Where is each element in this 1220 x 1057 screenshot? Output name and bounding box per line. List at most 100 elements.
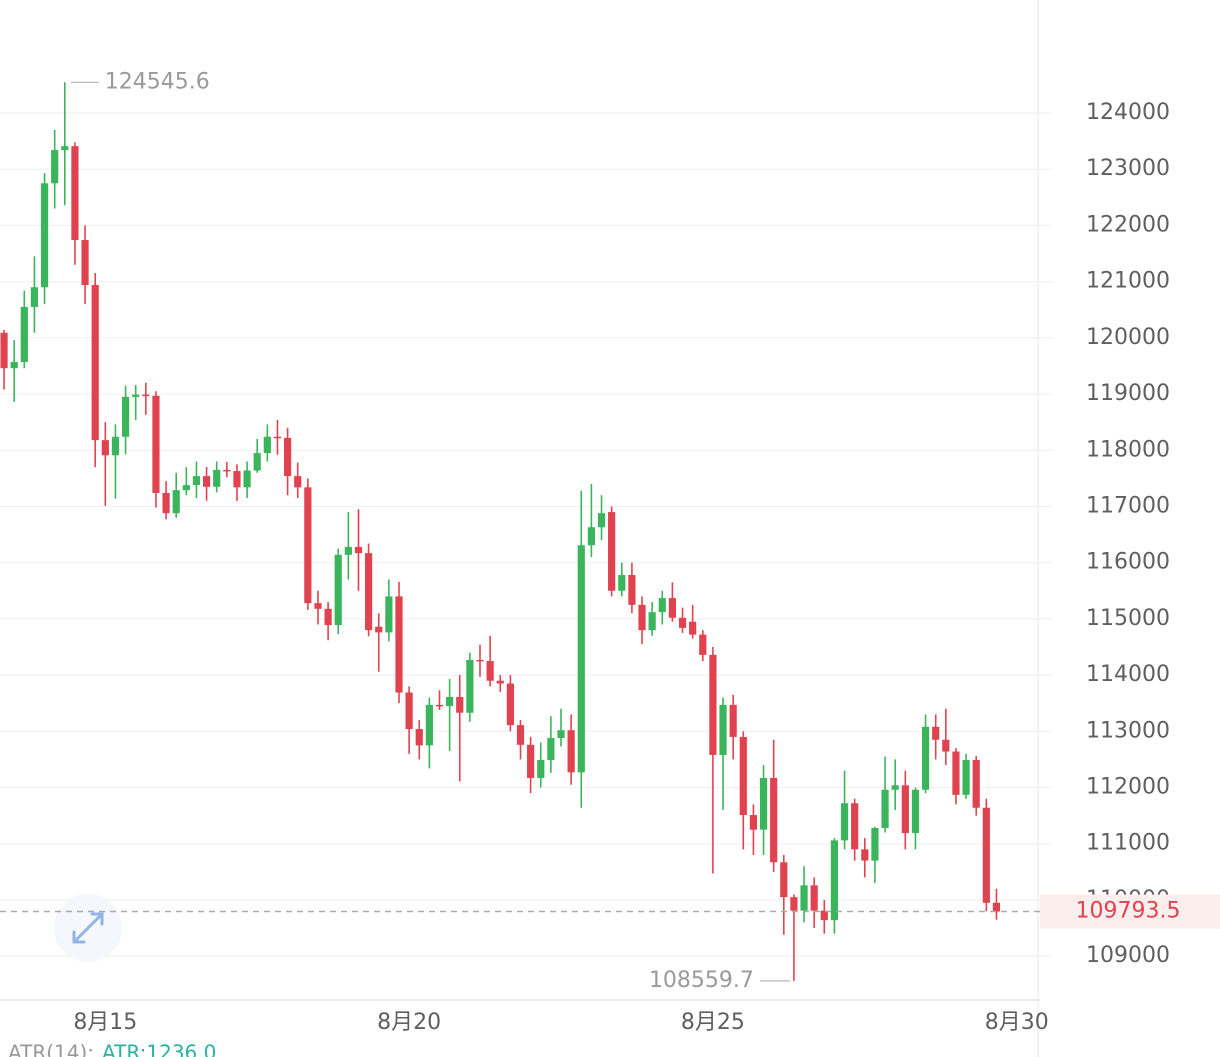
x-tick-label: 8月20	[377, 1010, 441, 1035]
candle-body	[567, 730, 575, 773]
candle-body	[304, 487, 312, 604]
candle-body	[881, 789, 889, 828]
candle-body	[152, 395, 160, 493]
candle-body	[699, 634, 707, 655]
candle-body	[213, 469, 221, 487]
candle-body	[648, 612, 656, 631]
min-price-label: 108559.7	[649, 968, 754, 993]
candle-body	[537, 759, 545, 778]
candle-body	[172, 490, 180, 514]
candle-body	[182, 485, 190, 491]
candle-body	[891, 785, 899, 790]
candle-body	[263, 436, 271, 454]
candle-body	[638, 604, 646, 631]
candle-body	[486, 661, 494, 681]
candle-body	[729, 704, 737, 737]
y-tick-label: 120000	[1086, 325, 1170, 350]
candle-body	[91, 284, 99, 441]
candle-body	[375, 626, 383, 633]
candle-body	[425, 704, 433, 746]
candle-body	[446, 697, 454, 707]
candle-body	[840, 803, 849, 841]
candle-body	[476, 659, 484, 662]
candle-body	[618, 575, 626, 591]
max-price-label: 124545.6	[105, 69, 210, 94]
candle-body	[972, 759, 980, 808]
candle-body	[334, 554, 342, 626]
candle-body	[992, 902, 1001, 912]
candle-body	[749, 815, 758, 830]
candle-body	[689, 621, 697, 635]
candle-body	[911, 789, 920, 834]
candle-body	[597, 513, 606, 528]
candle-body	[283, 437, 292, 477]
candle-body	[324, 608, 332, 626]
y-tick-label: 117000	[1086, 493, 1170, 518]
y-tick-label: 119000	[1086, 381, 1170, 406]
candle-body	[901, 785, 909, 834]
candle-body	[547, 738, 555, 760]
candle-body	[385, 596, 393, 633]
zoom-button[interactable]	[54, 894, 122, 962]
candle-body	[921, 726, 930, 790]
last-price-label: 109793.5	[1076, 899, 1181, 924]
y-tick-label: 113000	[1086, 718, 1170, 743]
candle-body	[608, 512, 616, 591]
candle-body	[668, 598, 677, 618]
candle-body	[415, 729, 423, 746]
candle-body	[759, 777, 768, 830]
candle-body	[30, 287, 39, 307]
candle-body	[942, 739, 950, 752]
x-tick-label: 8月30	[985, 1010, 1049, 1035]
candle-body	[61, 146, 69, 151]
candle-body	[142, 394, 150, 397]
candle-body	[658, 598, 666, 613]
candle-body	[516, 725, 525, 745]
y-tick-label: 111000	[1086, 831, 1170, 856]
candle-body	[628, 575, 636, 605]
candle-body	[132, 394, 140, 397]
candle-body	[506, 683, 514, 726]
candle-body	[932, 726, 940, 740]
y-tick-label: 109000	[1086, 943, 1170, 968]
y-tick-label: 124000	[1086, 100, 1170, 125]
x-tick-label: 8月25	[681, 1010, 745, 1035]
y-tick-label: 116000	[1086, 550, 1170, 575]
candle-body	[871, 827, 879, 861]
candle-body	[111, 436, 120, 456]
candle-body	[243, 470, 251, 488]
candle-body	[0, 332, 8, 369]
candle-body	[344, 546, 352, 555]
candle-body	[678, 617, 687, 628]
candle-body	[466, 659, 474, 713]
candle-body	[40, 183, 49, 288]
candle-body	[557, 730, 565, 739]
candle-body	[527, 744, 535, 778]
candle-body	[273, 436, 282, 439]
candle-body	[739, 736, 747, 816]
candle-body	[51, 150, 59, 184]
candle-body	[719, 704, 727, 755]
candle-body	[851, 803, 859, 850]
x-tick-label: 8月15	[73, 1010, 137, 1035]
candle-body	[223, 469, 231, 472]
candle-body	[982, 807, 990, 903]
candle-body	[121, 396, 130, 437]
y-tick-label: 115000	[1086, 606, 1170, 631]
candle-body	[800, 885, 808, 911]
candle-body	[71, 146, 79, 241]
candle-body	[233, 471, 241, 488]
candle-body	[952, 751, 960, 795]
indicator-name: ATR(14):	[8, 1041, 94, 1057]
candle-body	[830, 840, 839, 921]
candle-body	[496, 680, 504, 684]
candle-body	[314, 603, 322, 609]
candle-body	[790, 897, 798, 911]
candle-body	[10, 362, 18, 369]
candle-body	[770, 777, 778, 863]
candle-body	[709, 654, 717, 755]
candle-body	[192, 476, 201, 486]
candle-body	[81, 240, 89, 285]
candle-body	[861, 849, 869, 861]
